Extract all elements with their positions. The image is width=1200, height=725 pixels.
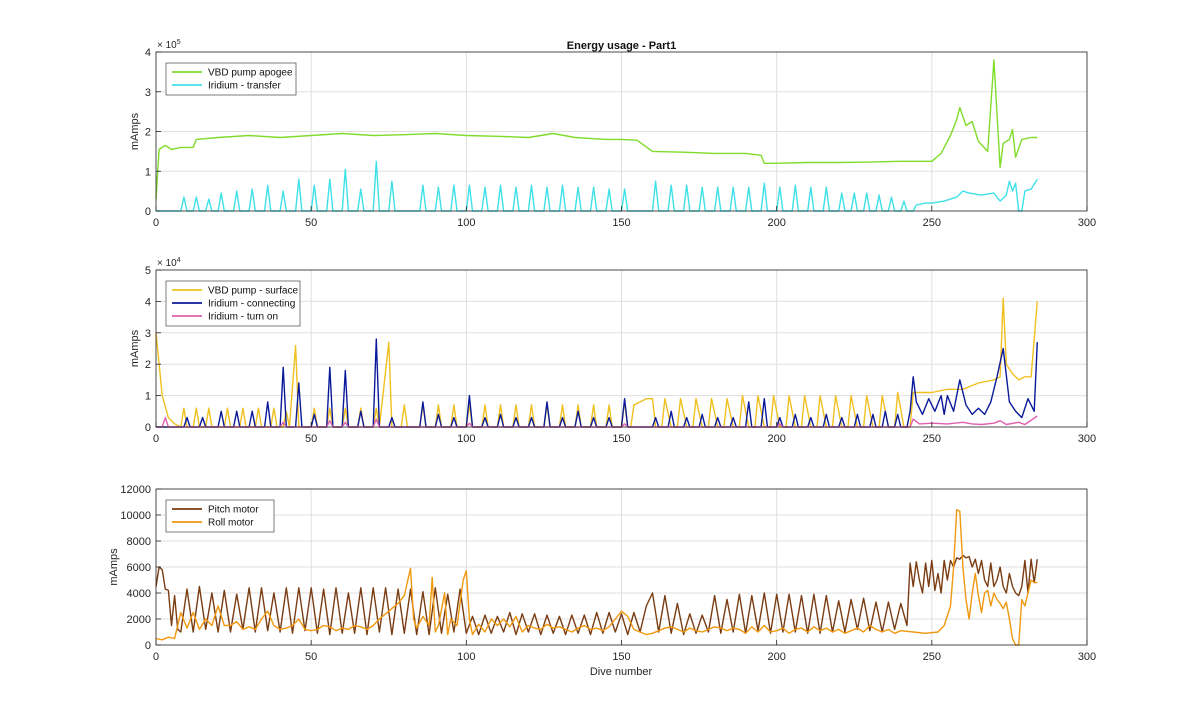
x-tick-label: 50 <box>305 433 317 445</box>
x-tick-label: 50 <box>305 217 317 229</box>
y-tick-label: 8000 <box>127 536 151 548</box>
y-tick-label: 3 <box>145 87 151 99</box>
y-tick-label: 4 <box>145 47 151 59</box>
x-tick-label: 300 <box>1078 217 1096 229</box>
series-line-vbd-pump-apogee <box>155 59 1038 200</box>
y-tick-label: 1 <box>145 391 151 403</box>
x-tick-label: 50 <box>305 651 317 663</box>
y-axis-exponent-power: 4 <box>177 257 181 264</box>
x-tick-label: 150 <box>612 217 630 229</box>
legend-entry-label: Roll motor <box>208 518 254 529</box>
legend-box <box>165 499 275 533</box>
x-tick-label: 250 <box>923 217 941 229</box>
x-tick-label: 0 <box>153 217 159 229</box>
y-tick-label: 2000 <box>127 614 151 626</box>
x-tick-label: 150 <box>612 651 630 663</box>
legend-entry-label: VBD pump - surface <box>208 286 298 297</box>
y-tick-label: 0 <box>145 422 151 434</box>
chart-panel-top: 0 50 100 150 200 250 300 0 1 2 3 4 × 105 mAmps Energy … <box>129 39 1096 229</box>
legend-box <box>165 62 297 96</box>
x-tick-label: 100 <box>457 651 475 663</box>
y-tick-label: 10000 <box>120 510 151 522</box>
x-tick-label: 300 <box>1078 651 1096 663</box>
y-axis-exponent: × 105 <box>157 39 181 51</box>
y-axis-exponent: × 104 <box>157 257 181 269</box>
y-tick-label: 5 <box>145 265 151 277</box>
y-axis-label: mAmps <box>129 112 141 150</box>
x-tick-label: 0 <box>153 433 159 445</box>
y-tick-label: 1 <box>145 166 151 178</box>
x-tick-label: 0 <box>153 651 159 663</box>
x-tick-label: 200 <box>767 217 785 229</box>
series-line-roll-motor <box>155 509 1038 646</box>
chart-panel-bottom: 0 50 100 150 200 250 300 0 2000 4000 6000 8000 10000… <box>108 484 1096 663</box>
x-tick-label: 300 <box>1078 433 1096 445</box>
legend-entry-label: VBD pump apogee <box>208 68 293 79</box>
y-tick-label: 2 <box>145 127 151 139</box>
x-tick-label: 150 <box>612 433 630 445</box>
x-tick-label: 200 <box>767 651 785 663</box>
y-tick-label: 0 <box>145 640 151 652</box>
legend-entry-label: Iridium - turn on <box>208 312 278 323</box>
legend-entry-label: Iridium - connecting <box>208 299 295 310</box>
chart-title: Energy usage - Part1 <box>567 40 676 52</box>
y-tick-label: 2 <box>145 359 151 371</box>
y-axis-label: mAmps <box>108 548 120 586</box>
y-axis-exponent-power: 5 <box>177 39 181 46</box>
chart-panel-middle: 0 50 100 150 200 250 300 0 1 2 3 4 5 × 104 mAmps VBD pu… <box>129 257 1096 445</box>
x-axis-label: Dive number <box>590 666 653 678</box>
legend-entry-label: Iridium - transfer <box>208 81 281 92</box>
y-tick-label: 3 <box>145 328 151 340</box>
y-tick-label: 4 <box>145 296 151 308</box>
y-tick-label: 4000 <box>127 588 151 600</box>
y-axis-label: mAmps <box>129 329 141 367</box>
series-line-iridium-connecting <box>156 338 1038 428</box>
x-tick-label: 200 <box>767 433 785 445</box>
y-tick-label: 6000 <box>127 562 151 574</box>
x-tick-label: 100 <box>457 217 475 229</box>
series-line-pitch-motor <box>155 554 1038 636</box>
y-tick-label: 0 <box>145 206 151 218</box>
x-tick-label: 250 <box>923 651 941 663</box>
x-tick-label: 100 <box>457 433 475 445</box>
x-tick-label: 250 <box>923 433 941 445</box>
y-tick-label: 12000 <box>120 484 151 496</box>
legend-entry-label: Pitch motor <box>208 505 259 516</box>
